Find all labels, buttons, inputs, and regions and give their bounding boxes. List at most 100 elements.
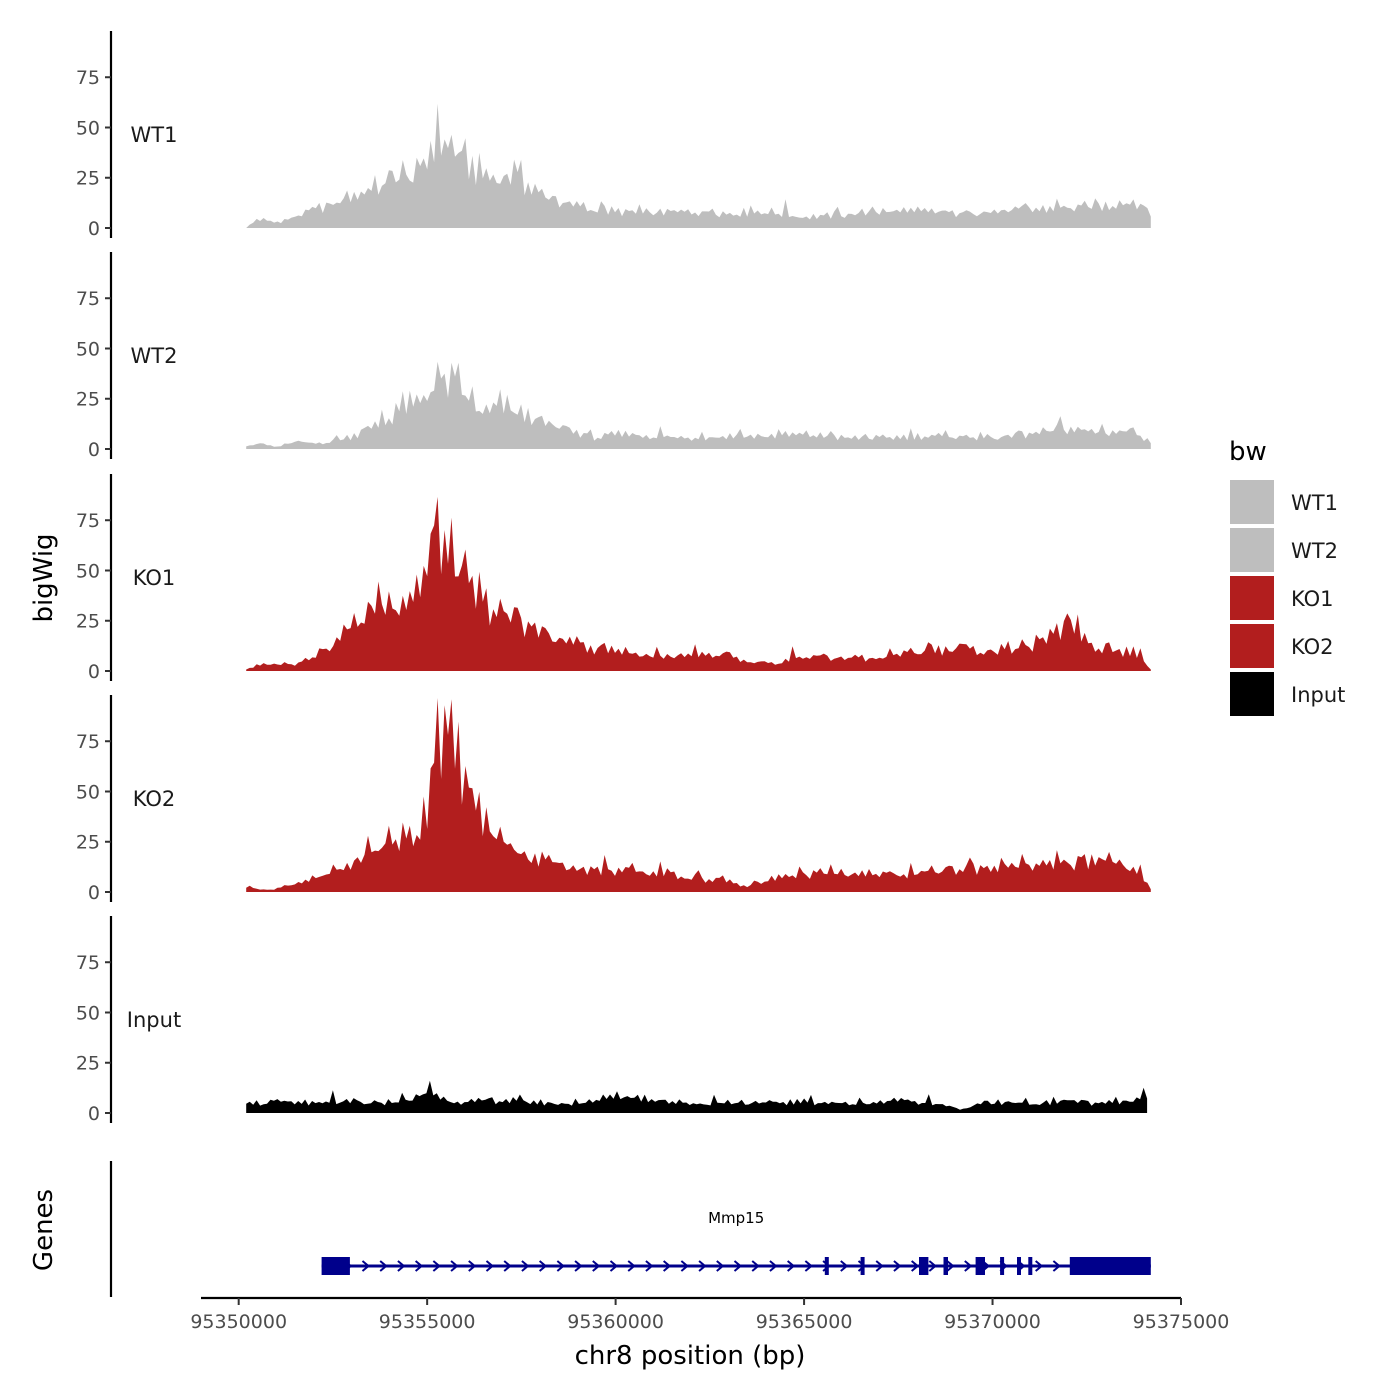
strand-arrow [769, 1260, 778, 1272]
legend-swatch [1230, 576, 1274, 620]
legend-item-ko2: KO2 [1230, 624, 1334, 668]
x-tick-label: 95355000 [379, 1311, 476, 1333]
strand-arrow [538, 1260, 548, 1272]
x-axis: 95350000 95355000 95360000 95365000 95370000… [190, 1296, 1230, 1333]
strand-arrow [1052, 1260, 1061, 1272]
y-tick-label: 25 [76, 611, 100, 633]
legend-item-wt1: WT1 [1230, 480, 1338, 524]
coverage-area-wt2 [246, 361, 1151, 449]
y-tick-label: 0 [88, 661, 100, 683]
legend-label: KO1 [1291, 587, 1334, 611]
legend-swatch [1230, 480, 1274, 524]
gene-exon [943, 1257, 948, 1275]
y-tick-label: 50 [76, 1002, 100, 1024]
track-label-ko1: KO1 [133, 566, 176, 590]
genes-axis-title: Genes [29, 1189, 59, 1271]
strand-arrow [414, 1260, 424, 1272]
track-label-wt2: WT2 [131, 344, 178, 368]
coverage-area-ko1 [246, 496, 1151, 671]
y-tick-label: 0 [88, 1103, 100, 1125]
strand-arrow [875, 1260, 884, 1272]
y-tick-label: 75 [76, 952, 100, 974]
track-ko1: 0 25 50 75 KO1 [76, 474, 1151, 683]
legend-swatch [1230, 672, 1274, 716]
x-axis-title: chr8 position (bp) [575, 1341, 806, 1371]
y-tick-label: 25 [76, 832, 100, 854]
legend-title: bw [1229, 437, 1267, 467]
track-wt2: 0 25 50 75 WT2 [76, 252, 1151, 461]
track-ko2: 0 25 50 75 KO2 [76, 695, 1151, 904]
x-tick-label: 95375000 [1133, 1311, 1230, 1333]
strand-arrow [432, 1260, 441, 1272]
y-tick-label: 50 [76, 117, 100, 139]
y-tick-label: 0 [88, 439, 100, 461]
strand-arrow [592, 1260, 601, 1272]
strand-arrow [680, 1260, 689, 1272]
y-tick-label: 75 [76, 731, 100, 753]
strand-arrow [716, 1260, 725, 1272]
strand-arrow [698, 1260, 707, 1272]
gene-exon [1000, 1257, 1005, 1275]
strand-arrow [450, 1260, 459, 1272]
gene-exon [919, 1257, 929, 1275]
coverage-area-input [246, 1080, 1148, 1113]
strand-arrow [1035, 1260, 1044, 1272]
strand-arrow [521, 1260, 530, 1272]
y-tick-label: 0 [88, 218, 100, 240]
y-tick-label: 50 [76, 560, 100, 582]
strand-arrow [786, 1260, 796, 1272]
strand-arrow [397, 1260, 406, 1272]
gene-exon [860, 1257, 865, 1275]
legend-item-wt2: WT2 [1230, 528, 1338, 572]
signal-tracks: 0 25 50 75 WT1 0 25 50 75 WT2 0 25 50 75 KO1 0 25 50 75 KO2… [76, 31, 1151, 1125]
strand-arrow [964, 1260, 973, 1272]
y-axis-title: bigWig [29, 533, 59, 622]
x-tick-label: 95350000 [190, 1311, 287, 1333]
gene-exon [1069, 1257, 1151, 1275]
y-tick-label: 0 [88, 882, 100, 904]
x-tick-label: 95370000 [944, 1311, 1041, 1333]
y-tick-label: 25 [76, 168, 100, 190]
strand-arrow [645, 1260, 654, 1272]
strand-arrow [361, 1260, 371, 1272]
x-tick-label: 95365000 [756, 1311, 853, 1333]
y-tick-label: 50 [76, 781, 100, 803]
y-tick-label: 50 [76, 338, 100, 360]
legend-label: KO2 [1291, 635, 1334, 659]
y-tick-label: 25 [76, 1053, 100, 1075]
strand-arrow [733, 1260, 743, 1272]
y-tick-label: 75 [76, 67, 100, 89]
legend-swatch [1230, 624, 1274, 668]
strand-arrow [946, 1260, 955, 1272]
legend-label: WT1 [1291, 491, 1338, 515]
strand-arrow [468, 1260, 477, 1272]
legend-swatch [1230, 528, 1274, 572]
track-wt1: 0 25 50 75 WT1 [76, 31, 1151, 240]
gene-exon [321, 1257, 350, 1275]
gene-track: Mmp15 [109, 1161, 1151, 1297]
legend-item-ko1: KO1 [1230, 576, 1334, 620]
coverage-area-wt1 [246, 103, 1151, 228]
strand-arrow [840, 1260, 849, 1272]
y-tick-label: 25 [76, 389, 100, 411]
track-label-ko2: KO2 [133, 787, 176, 811]
legend: WT1 WT2 KO1 KO2 Input [1230, 480, 1345, 716]
x-tick-label: 95360000 [567, 1311, 664, 1333]
y-tick-label: 75 [76, 288, 100, 310]
legend-item-input: Input [1230, 672, 1345, 716]
strand-arrow [627, 1260, 636, 1272]
strand-arrow [485, 1260, 495, 1272]
strand-arrow [556, 1260, 565, 1272]
gene-exon [1028, 1257, 1033, 1275]
track-label-wt1: WT1 [131, 123, 178, 147]
strand-arrow [574, 1260, 583, 1272]
y-tick-label: 75 [76, 510, 100, 532]
legend-label: Input [1291, 683, 1345, 707]
strand-arrow [662, 1260, 672, 1272]
gene-exon [1017, 1257, 1021, 1275]
track-label-input: Input [127, 1008, 181, 1032]
strand-arrow [893, 1260, 902, 1272]
strand-arrow [503, 1260, 512, 1272]
gene-exon [975, 1257, 985, 1275]
